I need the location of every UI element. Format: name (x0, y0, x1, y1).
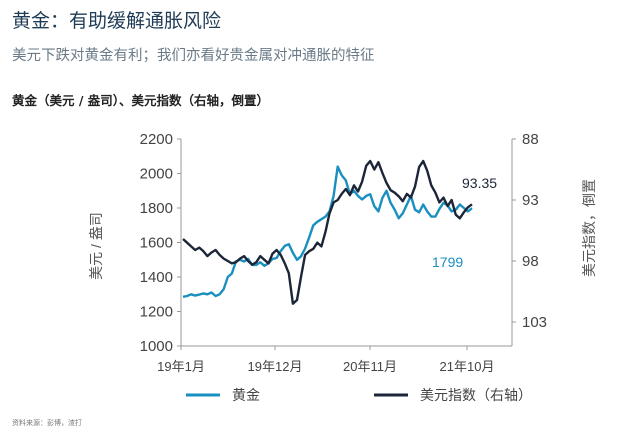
chart-title: 黄金（美元 / 盎司）、美元指数（右轴，倒置） (12, 93, 270, 108)
legend-label-gold: 黄金 (232, 387, 260, 403)
chart-frame (180, 139, 513, 347)
y-tick-label: 1000 (140, 338, 173, 355)
x-tick-label: 20年11月 (343, 359, 397, 374)
page-title: 黄金：有助缓解通胀风险 (12, 10, 222, 32)
y-axis-right: 88 93 98 103 (512, 131, 547, 331)
x-tick-label: 19年1月 (157, 359, 205, 374)
y2-tick-label: 103 (522, 314, 547, 331)
gold-vs-dollar-chart: 2200 2000 1800 1600 1400 1200 1000 88 93 98 103 1… (88, 131, 597, 403)
series-layer (182, 159, 473, 305)
y-axis-label: 美元 / 盎司 (88, 212, 104, 280)
y-tick-label: 1600 (140, 235, 173, 252)
legend-label-dxy: 美元指数（右轴） (420, 387, 532, 403)
dxy-last-value-label: 93.35 (462, 175, 497, 191)
y2-tick-label: 93 (522, 192, 539, 209)
y-axis-left: 2200 2000 1800 1600 1400 1200 1000 (140, 131, 181, 355)
legend: 黄金 美元指数（右轴） (186, 387, 532, 403)
gold-last-value-label: 1799 (432, 254, 463, 270)
y-tick-label: 1200 (140, 304, 173, 321)
x-axis: 19年1月 19年12月 20年11月 21年10月 (157, 346, 494, 374)
y2-tick-label: 88 (522, 131, 539, 148)
y2-axis-label: 美元指数，倒置 (581, 179, 597, 277)
x-tick-label: 21年10月 (440, 359, 495, 374)
page-subtitle: 美元下跌对黄金有利；我们亦看好贵金属对冲通胀的特征 (12, 48, 375, 64)
source-note: 资料来源：彭博，渣打 (12, 419, 82, 427)
y-tick-label: 2200 (140, 131, 173, 148)
x-tick-label: 19年12月 (248, 359, 303, 374)
dollar-index-line (182, 159, 473, 305)
y-tick-label: 1800 (140, 200, 173, 217)
y-tick-label: 2000 (140, 166, 173, 183)
gold-price-line (182, 165, 473, 298)
y-tick-label: 1400 (140, 269, 173, 286)
y2-tick-label: 98 (522, 253, 539, 270)
